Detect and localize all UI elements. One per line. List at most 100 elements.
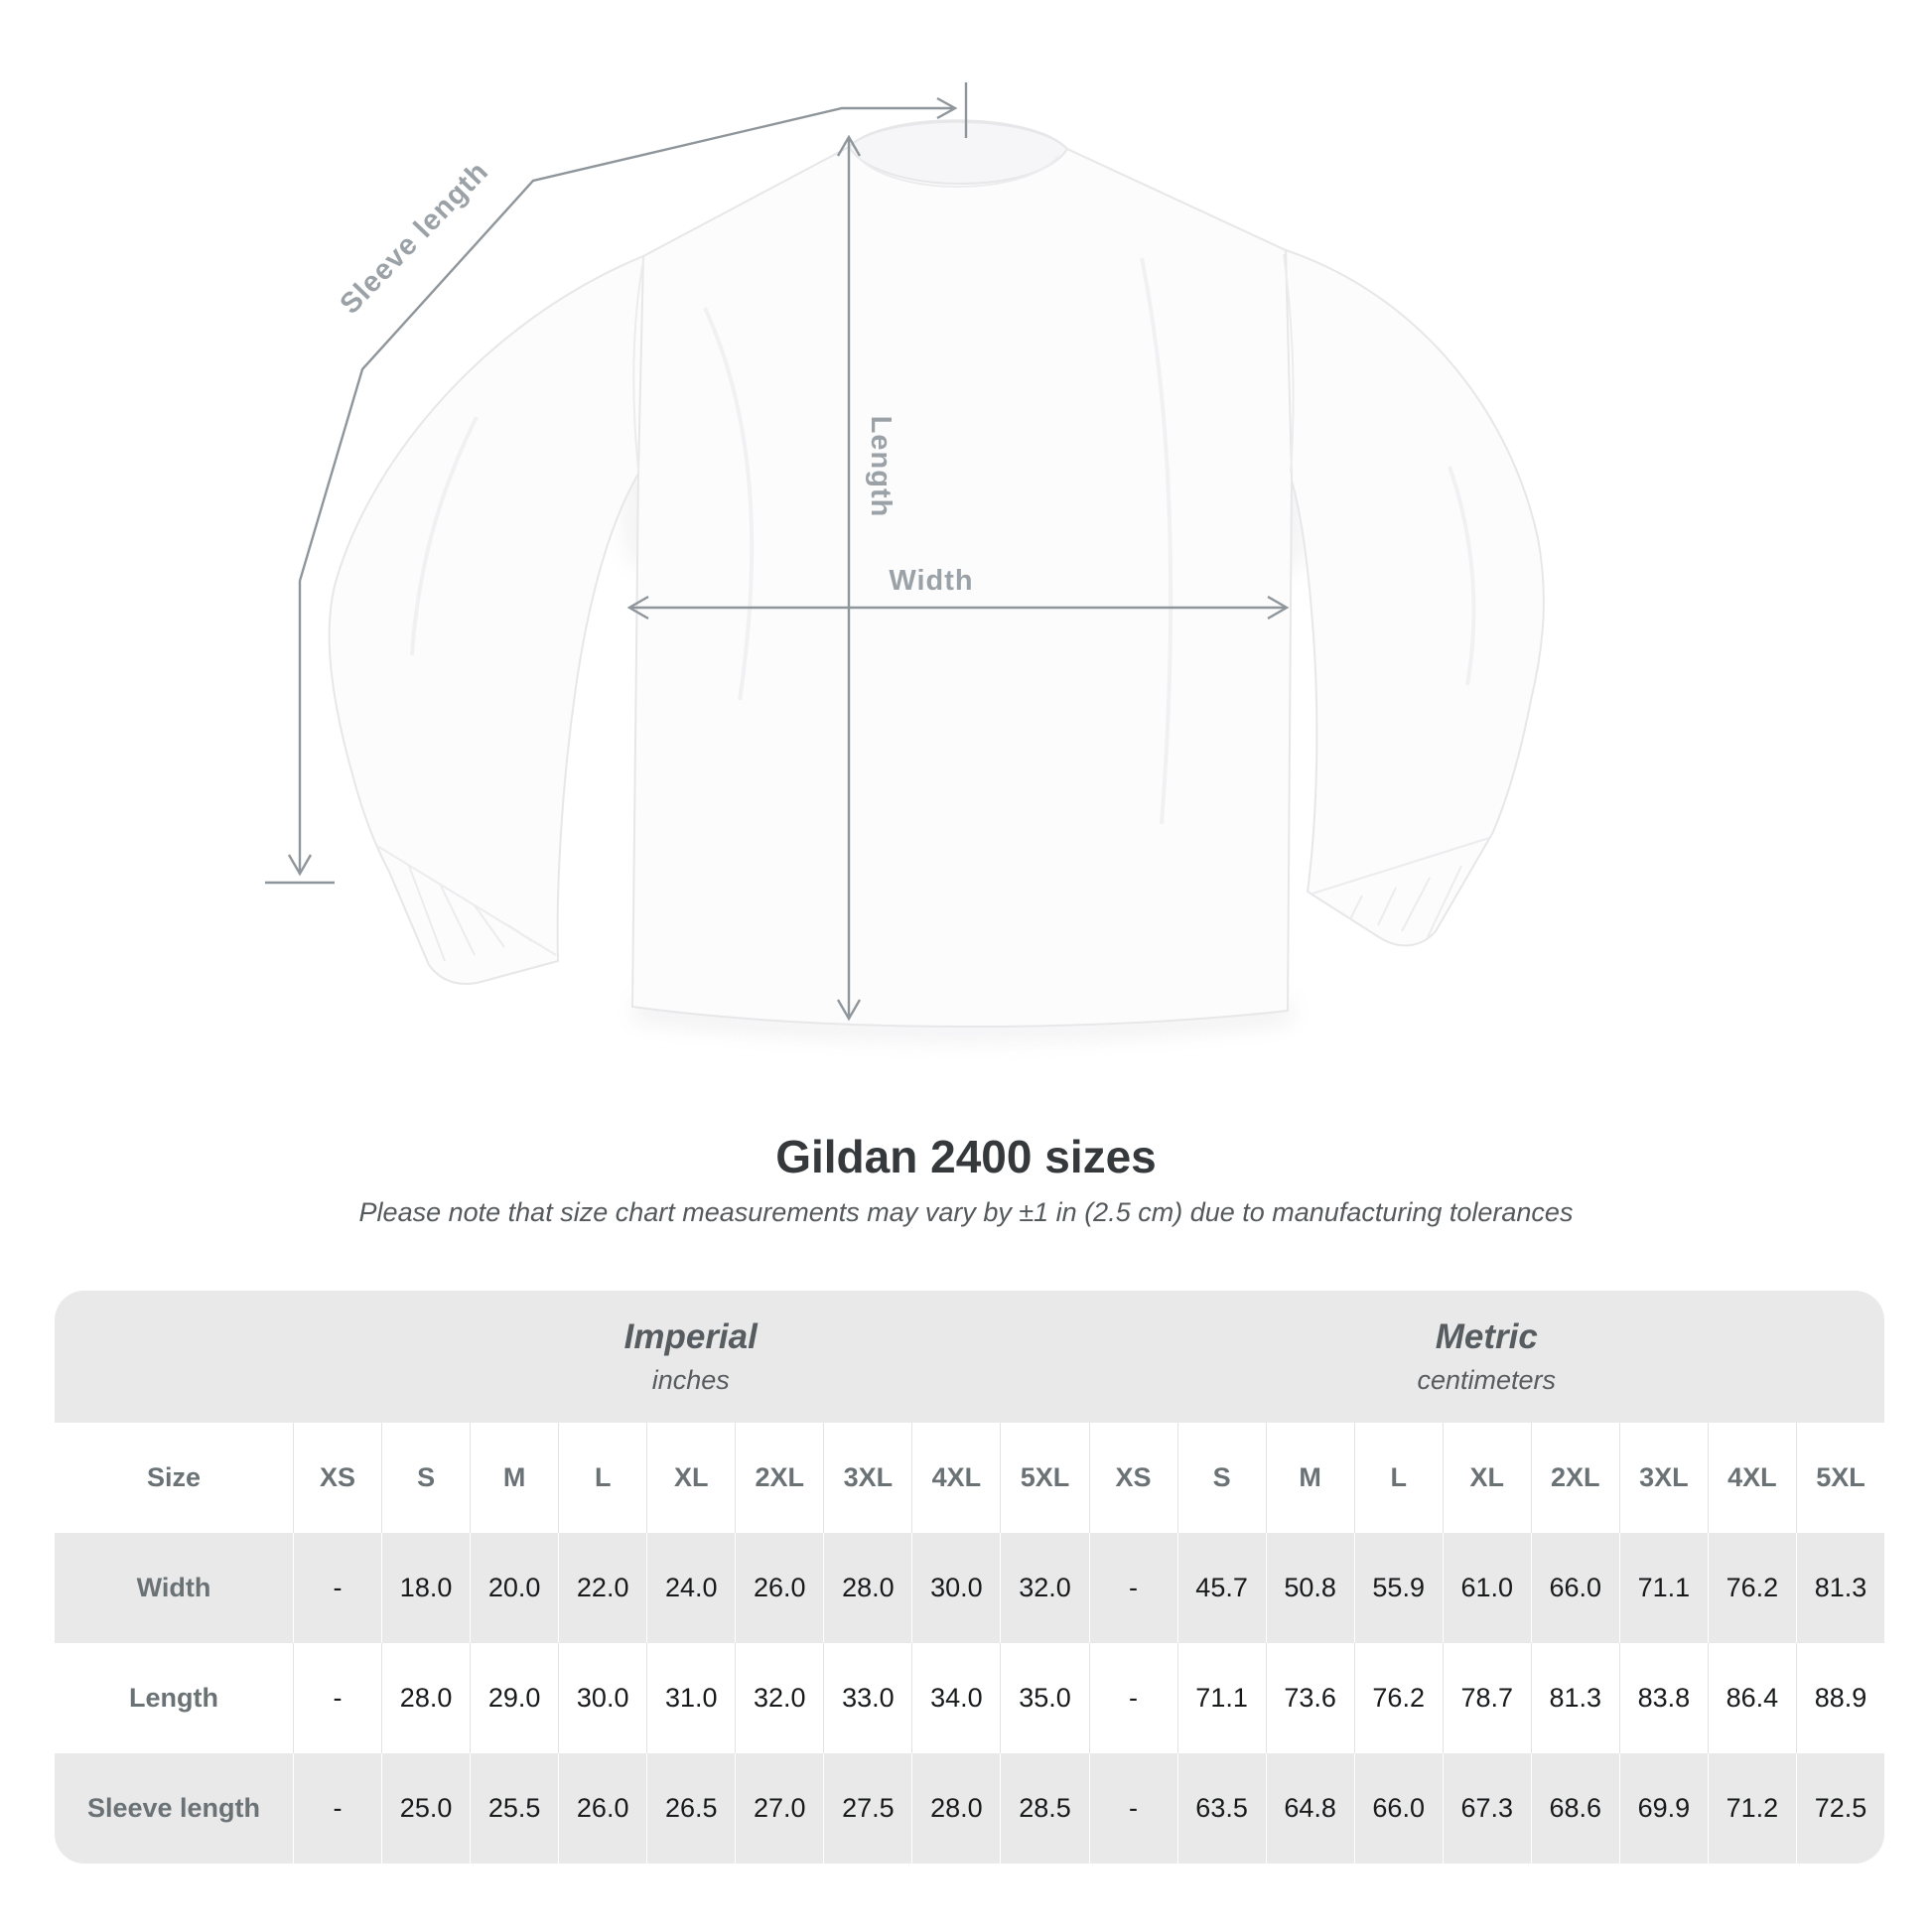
left-sleeve (328, 255, 644, 985)
imperial-value-cell: 25.0 (381, 1753, 470, 1863)
imperial-group-header: Imperial inches (293, 1291, 1089, 1423)
measurement-row-sleeve-length: Sleeve length -25.0 25.5 26.0 26.5 27.0 27.5 28… (55, 1753, 1884, 1863)
size-header-row: Size XS S M L XL 2XL 3XL 4XL 5XL XS S M L XL 2XL 3XL 4XL 5… (55, 1423, 1884, 1533)
metric-value-cell: 76.2 (1707, 1533, 1796, 1643)
imperial-value-cell: 30.0 (558, 1643, 646, 1753)
imperial-value-cell: - (293, 1643, 381, 1753)
size-grid: Size XS S M L XL 2XL 3XL 4XL 5XL XS S M L XL 2XL 3XL 4XL 5… (55, 1423, 1884, 1863)
metric-group-name: Metric (1435, 1317, 1538, 1356)
row-label-cell: Length (129, 1683, 218, 1713)
length-arrow-down-icon (836, 999, 862, 1022)
metric-value-cell: 86.4 (1707, 1643, 1796, 1753)
metric-value-cell: 69.9 (1618, 1753, 1708, 1863)
metric-value-cell: 72.5 (1795, 1753, 1884, 1863)
imperial-value-cell: 28.0 (381, 1643, 470, 1753)
right-cuff-ribs (1349, 865, 1462, 938)
metric-size-header: 2XL (1530, 1423, 1619, 1533)
imperial-value-cell: 28.0 (911, 1753, 1000, 1863)
metric-value-cell: 67.3 (1442, 1753, 1531, 1863)
metric-value-cell: 71.2 (1707, 1753, 1796, 1863)
imperial-value-cell: 26.0 (558, 1753, 646, 1863)
width-arrow-right-icon (1267, 595, 1290, 621)
right-sleeve (1285, 249, 1545, 947)
size-header-cell: Size (146, 1462, 202, 1492)
metric-value-cell: 76.2 (1353, 1643, 1443, 1753)
imperial-value-cell: 28.5 (1000, 1753, 1088, 1863)
shirt-illustration (328, 119, 1545, 1041)
size-note: Please note that size chart measurements… (358, 1197, 1574, 1227)
imperial-value-cell: 20.0 (470, 1533, 558, 1643)
imperial-value-cell: 32.0 (1000, 1533, 1088, 1643)
length-label: Length (865, 416, 897, 518)
imperial-size-header: XL (646, 1423, 735, 1533)
imperial-value-cell: 27.0 (735, 1753, 823, 1863)
metric-size-header: 5XL (1795, 1423, 1884, 1533)
imperial-value-cell: 26.5 (646, 1753, 735, 1863)
row-label-cell: Width (136, 1573, 211, 1602)
imperial-size-header: XS (293, 1423, 381, 1533)
metric-value-cell: 55.9 (1353, 1533, 1443, 1643)
collar (847, 120, 1069, 185)
metric-size-header: L (1353, 1423, 1443, 1533)
sleeve-length-label: Sleeve length (335, 156, 495, 321)
imperial-value-cell: 27.5 (823, 1753, 911, 1863)
imperial-value-cell: 18.0 (381, 1533, 470, 1643)
sleeve-length-measure-line (298, 106, 953, 872)
metric-value-cell: 88.9 (1795, 1643, 1884, 1753)
metric-value-cell: - (1088, 1753, 1177, 1863)
imperial-size-header: 4XL (911, 1423, 1000, 1533)
left-armhole-seam (632, 259, 644, 472)
imperial-size-header: L (558, 1423, 646, 1533)
right-cuff-seam (1311, 837, 1490, 895)
imperial-value-cell: 22.0 (558, 1533, 646, 1643)
shirt-measurement-diagram: Sleeve length Length Width (265, 82, 1545, 1041)
width-label: Width (889, 565, 973, 597)
metric-value-cell: 81.3 (1530, 1643, 1619, 1753)
measurement-lines (265, 82, 1290, 1022)
collar-seam (857, 156, 1059, 188)
metric-size-header: M (1265, 1423, 1354, 1533)
length-arrow-up-icon (836, 134, 862, 157)
fabric-folds (410, 257, 1476, 825)
metric-size-header: XS (1088, 1423, 1177, 1533)
metric-value-cell: 68.6 (1530, 1753, 1619, 1863)
imperial-value-cell: 28.0 (823, 1533, 911, 1643)
imperial-value-cell: 35.0 (1000, 1643, 1088, 1753)
metric-value-cell: 78.7 (1442, 1643, 1531, 1753)
shirt-body (631, 119, 1293, 1029)
imperial-value-cell: 24.0 (646, 1533, 735, 1643)
measurement-row-width: Width -18.0 20.0 22.0 24.0 26.0 28.0 30.0 32.0-4… (55, 1533, 1884, 1643)
imperial-value-cell: 26.0 (735, 1533, 823, 1643)
page-title: Gildan 2400 sizes (775, 1131, 1157, 1182)
imperial-value-cell: 25.5 (470, 1753, 558, 1863)
imperial-value-cell: 29.0 (470, 1643, 558, 1753)
metric-value-cell: 71.1 (1618, 1533, 1708, 1643)
right-armhole-seam (1283, 253, 1295, 474)
metric-size-header: S (1176, 1423, 1266, 1533)
band-spacer (55, 1291, 293, 1423)
metric-value-cell: 73.6 (1265, 1643, 1354, 1753)
metric-value-cell: - (1088, 1643, 1177, 1753)
imperial-value-cell: 33.0 (823, 1643, 911, 1753)
imperial-value-cell: 34.0 (911, 1643, 1000, 1753)
left-cuff-ribs (408, 865, 533, 962)
metric-group-unit: centimeters (1417, 1365, 1557, 1395)
metric-value-cell: 50.8 (1265, 1533, 1354, 1643)
row-label-cell: Sleeve length (86, 1793, 261, 1823)
imperial-value-cell: - (293, 1533, 381, 1643)
metric-value-cell: 83.8 (1618, 1643, 1708, 1753)
metric-size-header: 3XL (1618, 1423, 1708, 1533)
imperial-size-header: 2XL (735, 1423, 823, 1533)
metric-value-cell: 63.5 (1176, 1753, 1266, 1863)
metric-value-cell: 66.0 (1353, 1753, 1443, 1863)
sleeve-length-arrow-down-icon (287, 854, 313, 877)
imperial-value-cell: 31.0 (646, 1643, 735, 1753)
unit-group-band: Imperial inches Metric centimeters (55, 1291, 1884, 1423)
metric-value-cell: 71.1 (1176, 1643, 1266, 1753)
imperial-size-header: M (470, 1423, 558, 1533)
imperial-value-cell: 30.0 (911, 1533, 1000, 1643)
metric-size-header: XL (1442, 1423, 1531, 1533)
imperial-size-header: 5XL (1000, 1423, 1088, 1533)
imperial-group-unit: inches (651, 1365, 730, 1395)
metric-value-cell: 61.0 (1442, 1533, 1531, 1643)
